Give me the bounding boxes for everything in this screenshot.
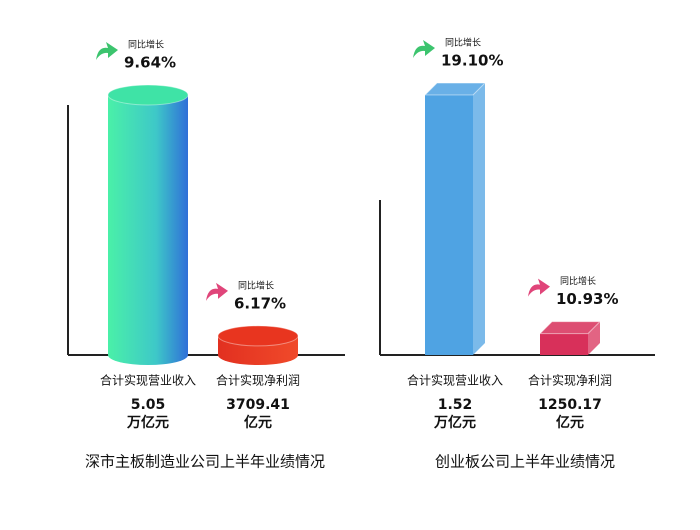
bar-top (423, 82, 487, 96)
category-label: 合计实现营业收入 (100, 373, 196, 388)
bar-side (588, 321, 600, 355)
bar-bottom (108, 345, 188, 365)
value-label: 5.05 (131, 397, 166, 413)
value-unit: 亿元 (556, 414, 584, 431)
bar (108, 95, 188, 355)
growth-value: 6.17% (234, 294, 286, 312)
growth-arrow (206, 282, 228, 301)
category-label: 合计实现净利润 (216, 373, 300, 388)
value-label: 1250.17 (538, 397, 602, 413)
growth-caption: 同比增长 (560, 275, 596, 287)
growth-caption: 同比增长 (128, 39, 164, 51)
bar-top (217, 325, 299, 347)
growth-value: 9.64% (124, 54, 176, 72)
bar (425, 95, 473, 355)
value-label: 3709.41 (226, 397, 290, 413)
value-label: 1.52 (438, 397, 473, 413)
value-unit: 亿元 (244, 414, 272, 431)
value-unit: 万亿元 (126, 414, 169, 431)
bar-side (473, 83, 485, 355)
bar-top (538, 321, 602, 335)
growth-arrow (413, 40, 435, 58)
growth-arrow (528, 278, 550, 297)
category-label: 合计实现营业收入 (407, 373, 503, 388)
bar-top (107, 84, 189, 106)
growth-caption: 同比增长 (445, 37, 481, 49)
growth-value: 10.93% (556, 290, 618, 308)
value-unit: 万亿元 (433, 414, 476, 431)
chart-title: 深市主板制造业公司上半年业绩情况 (85, 453, 325, 471)
growth-arrow (96, 42, 118, 60)
chart-title: 创业板公司上半年业绩情况 (435, 453, 615, 471)
growth-value: 19.10% (441, 52, 503, 70)
bar-bottom (218, 345, 298, 365)
growth-caption: 同比增长 (238, 279, 274, 291)
bar (540, 333, 588, 355)
category-label: 合计实现净利润 (528, 373, 612, 388)
